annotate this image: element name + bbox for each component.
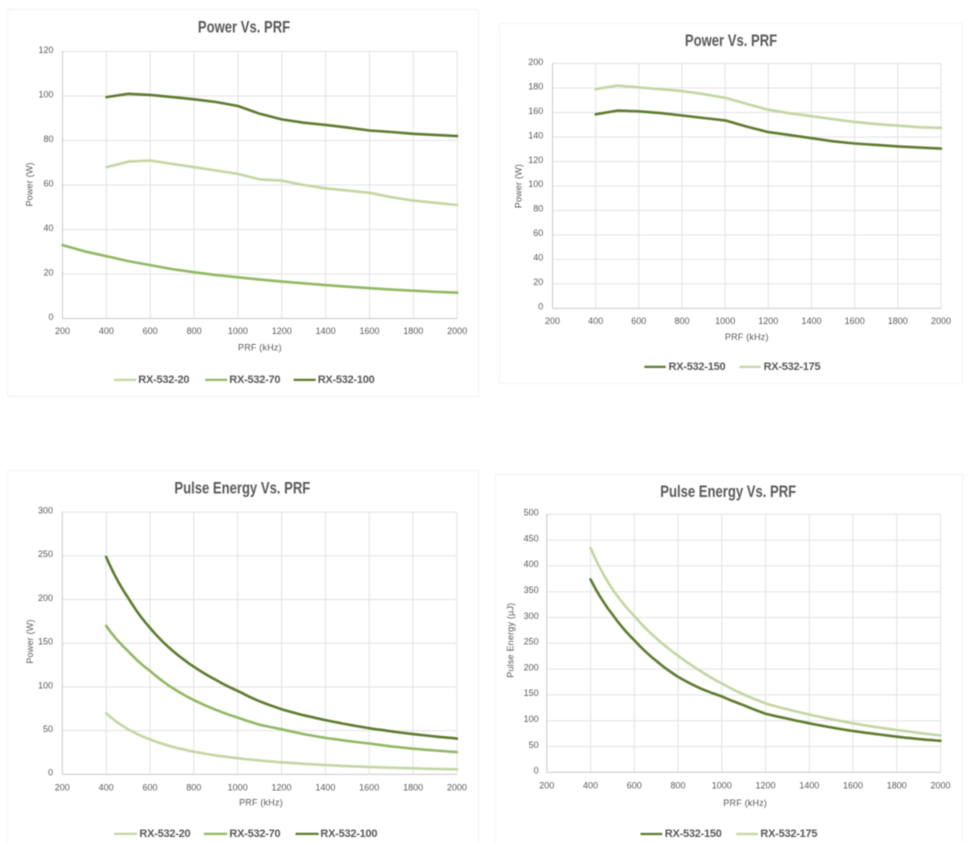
svg-text:200: 200	[38, 593, 53, 603]
svg-text:Power (W): Power (W)	[25, 619, 35, 663]
svg-text:20: 20	[43, 267, 53, 277]
svg-text:1800: 1800	[403, 782, 423, 792]
svg-text:PRF (kHz): PRF (kHz)	[238, 342, 282, 352]
svg-text:1600: 1600	[845, 316, 865, 326]
svg-text:Pulse Energy Vs. PRF: Pulse Energy Vs. PRF	[660, 482, 796, 501]
svg-text:600: 600	[142, 782, 157, 792]
svg-text:150: 150	[38, 637, 53, 647]
svg-text:600: 600	[143, 326, 158, 336]
svg-text:RX-532-150: RX-532-150	[669, 361, 726, 373]
svg-text:140: 140	[528, 130, 543, 140]
svg-text:PRF (kHz): PRF (kHz)	[725, 332, 769, 342]
svg-text:1000: 1000	[715, 316, 735, 326]
svg-text:PRF (kHz): PRF (kHz)	[723, 798, 767, 808]
svg-text:Pulse Energy (µJ): Pulse Energy (µJ)	[505, 603, 515, 678]
svg-text:RX-532-100: RX-532-100	[320, 828, 377, 840]
svg-text:100: 100	[38, 680, 53, 690]
svg-text:20: 20	[533, 277, 543, 287]
svg-text:1400: 1400	[799, 780, 819, 790]
svg-text:0: 0	[48, 768, 53, 778]
svg-text:1800: 1800	[888, 316, 908, 326]
svg-text:1200: 1200	[271, 782, 291, 792]
svg-text:200: 200	[528, 57, 543, 67]
svg-text:100: 100	[524, 714, 539, 724]
svg-text:Power Vs. PRF: Power Vs. PRF	[198, 18, 290, 37]
svg-text:200: 200	[55, 782, 70, 792]
svg-text:50: 50	[529, 740, 539, 750]
svg-text:1400: 1400	[316, 326, 336, 336]
svg-text:1800: 1800	[403, 326, 423, 336]
svg-text:350: 350	[524, 585, 539, 595]
svg-text:120: 120	[38, 45, 53, 55]
svg-text:40: 40	[533, 253, 543, 263]
svg-text:250: 250	[524, 637, 539, 647]
svg-text:RX-532-20: RX-532-20	[138, 374, 189, 386]
svg-text:40: 40	[43, 223, 53, 233]
svg-text:2000: 2000	[930, 780, 950, 790]
svg-text:400: 400	[588, 316, 603, 326]
svg-text:RX-532-70: RX-532-70	[229, 374, 280, 386]
svg-text:120: 120	[528, 155, 543, 165]
svg-text:60: 60	[43, 178, 53, 188]
svg-text:RX-532-175: RX-532-175	[760, 828, 817, 840]
svg-text:160: 160	[528, 106, 543, 116]
svg-text:1600: 1600	[843, 780, 863, 790]
svg-text:150: 150	[524, 688, 539, 698]
svg-text:1600: 1600	[359, 326, 379, 336]
svg-text:400: 400	[99, 782, 114, 792]
svg-text:100: 100	[528, 179, 543, 189]
svg-text:800: 800	[670, 780, 685, 790]
svg-text:1600: 1600	[359, 782, 379, 792]
svg-text:Power Vs. PRF: Power Vs. PRF	[685, 32, 777, 51]
svg-text:800: 800	[186, 782, 201, 792]
svg-text:800: 800	[187, 326, 202, 336]
svg-text:1200: 1200	[755, 780, 775, 790]
svg-text:1000: 1000	[712, 780, 732, 790]
svg-text:Power (W): Power (W)	[514, 164, 524, 208]
svg-text:250: 250	[38, 549, 53, 559]
svg-text:200: 200	[539, 780, 554, 790]
svg-text:200: 200	[524, 662, 539, 672]
svg-text:450: 450	[524, 533, 539, 543]
svg-text:600: 600	[631, 316, 646, 326]
svg-text:800: 800	[674, 316, 689, 326]
svg-text:180: 180	[528, 81, 543, 91]
svg-text:1400: 1400	[315, 782, 335, 792]
svg-text:1400: 1400	[801, 316, 821, 326]
svg-text:50: 50	[43, 724, 53, 734]
svg-text:PRF (kHz): PRF (kHz)	[239, 797, 283, 807]
svg-text:RX-532-100: RX-532-100	[318, 374, 375, 386]
svg-text:80: 80	[43, 134, 53, 144]
svg-text:0: 0	[538, 302, 543, 312]
svg-text:RX-532-70: RX-532-70	[229, 828, 280, 840]
svg-text:400: 400	[524, 559, 539, 569]
svg-text:1200: 1200	[758, 316, 778, 326]
svg-text:300: 300	[524, 611, 539, 621]
svg-text:1800: 1800	[887, 780, 907, 790]
svg-text:2000: 2000	[447, 782, 467, 792]
svg-text:200: 200	[55, 326, 70, 336]
svg-text:1000: 1000	[228, 782, 248, 792]
svg-text:2000: 2000	[447, 326, 467, 336]
svg-text:RX-532-20: RX-532-20	[139, 828, 190, 840]
svg-text:200: 200	[545, 316, 560, 326]
svg-text:Power (W): Power (W)	[24, 162, 34, 206]
svg-text:400: 400	[99, 326, 114, 336]
svg-text:300: 300	[38, 505, 53, 515]
svg-text:100: 100	[38, 89, 53, 99]
svg-text:0: 0	[48, 312, 53, 322]
svg-text:600: 600	[627, 780, 642, 790]
svg-text:0: 0	[534, 766, 539, 776]
svg-text:60: 60	[533, 228, 543, 238]
svg-text:1000: 1000	[228, 326, 248, 336]
svg-text:Pulse Energy Vs. PRF: Pulse Energy Vs. PRF	[174, 479, 310, 498]
svg-text:2000: 2000	[931, 316, 951, 326]
svg-text:1200: 1200	[272, 326, 292, 336]
svg-text:RX-532-150: RX-532-150	[665, 828, 722, 840]
svg-text:500: 500	[524, 508, 539, 518]
svg-text:400: 400	[583, 780, 598, 790]
svg-text:RX-532-175: RX-532-175	[764, 361, 821, 373]
svg-text:80: 80	[533, 204, 543, 214]
